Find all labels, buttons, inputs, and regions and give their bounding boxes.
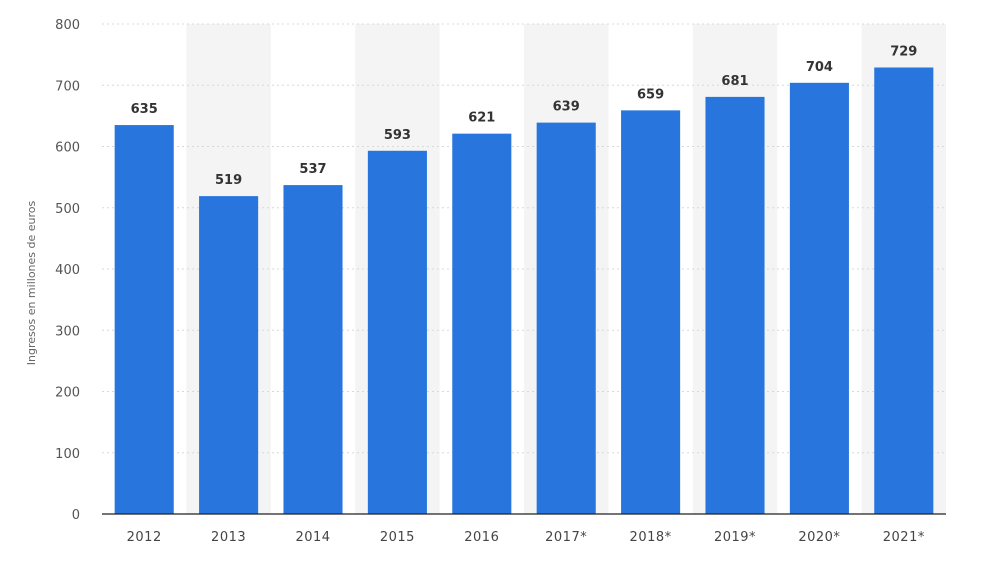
data-label: 621 — [468, 111, 495, 126]
x-axis-ticks: 2012 2013 2014 2015 2016 2017* 2018* 2019* 2020*… — [127, 530, 925, 545]
y-axis-title: Ingresos en millones de euros — [25, 200, 38, 365]
bar-series — [114, 67, 934, 515]
bar — [874, 67, 934, 515]
x-tick-label: 2013 — [211, 530, 246, 545]
bar — [536, 122, 596, 515]
data-label: 659 — [637, 87, 664, 102]
data-label: 639 — [553, 100, 580, 115]
bar — [367, 150, 427, 514]
x-tick-label: 2014 — [295, 530, 330, 545]
y-axis-ticks: 0 100 200 300 400 500 600 700 800 — [55, 18, 80, 523]
x-tick-label: 2021* — [883, 530, 925, 545]
y-tick-label: 0 — [72, 508, 80, 523]
data-label: 681 — [721, 74, 748, 89]
bar — [705, 96, 765, 514]
x-tick-label: 2018* — [630, 530, 672, 545]
y-tick-label: 200 — [55, 386, 80, 401]
x-tick-label: 2017* — [545, 530, 587, 545]
y-tick-label: 500 — [55, 202, 80, 217]
y-tick-label: 100 — [55, 447, 80, 462]
y-tick-label: 400 — [55, 263, 80, 278]
y-tick-label: 600 — [55, 141, 80, 156]
data-label: 519 — [215, 173, 242, 188]
x-tick-label: 2016 — [464, 530, 499, 545]
x-tick-label: 2019* — [714, 530, 756, 545]
bar — [452, 133, 512, 514]
bar — [199, 196, 259, 515]
data-label: 537 — [299, 162, 326, 177]
y-tick-label: 300 — [55, 324, 80, 339]
bar — [114, 125, 174, 514]
data-labels: 635 519 537 593 621 639 659 681 704 729 — [131, 44, 918, 188]
y-tick-label: 700 — [55, 79, 80, 94]
data-label: 704 — [806, 60, 833, 75]
bar — [621, 110, 681, 515]
y-tick-label: 800 — [55, 18, 80, 33]
data-label: 593 — [384, 128, 411, 143]
data-label: 729 — [890, 44, 917, 59]
bar — [789, 82, 849, 515]
x-tick-label: 2015 — [380, 530, 415, 545]
data-label: 635 — [131, 102, 158, 117]
x-tick-label: 2020* — [798, 530, 840, 545]
x-tick-label: 2012 — [127, 530, 162, 545]
bar — [283, 185, 343, 514]
